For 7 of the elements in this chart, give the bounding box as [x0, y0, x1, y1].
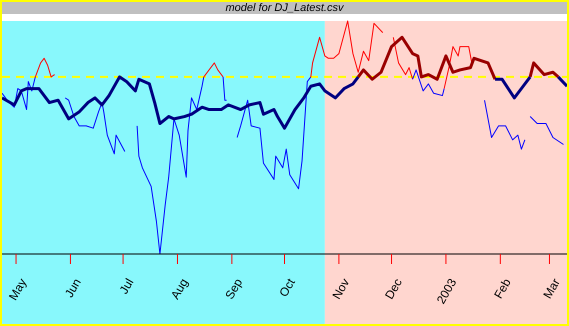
x-tick-label: Sep: [222, 276, 246, 302]
x-tick-label: Jul: [116, 276, 136, 296]
chart-title: model for DJ_Latest.csv: [2, 2, 567, 14]
x-tick-label: Feb: [491, 276, 514, 301]
x-tick-label: Jun: [62, 276, 84, 300]
x-tick-label: Oct: [276, 276, 298, 300]
x-tick-label: Mar: [540, 276, 563, 301]
